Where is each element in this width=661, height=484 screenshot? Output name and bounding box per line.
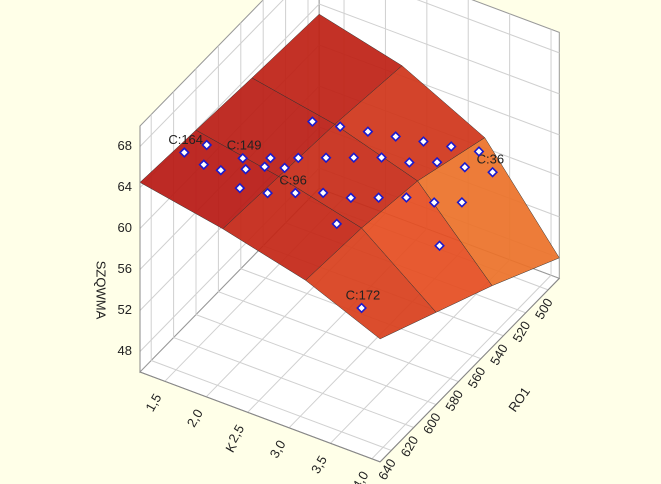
z-tick-label: 64 xyxy=(118,179,132,194)
point-label: C:172 xyxy=(346,287,381,302)
grid-line xyxy=(173,337,414,428)
data-point xyxy=(487,166,498,178)
data-point xyxy=(331,218,343,230)
data-point xyxy=(259,161,271,173)
z-tick-label: 52 xyxy=(118,302,132,317)
z-tick-label: 48 xyxy=(118,343,132,358)
data-point xyxy=(317,187,329,199)
data-point xyxy=(240,163,252,175)
surface-patch xyxy=(417,137,560,287)
data-point xyxy=(473,146,485,157)
data-point xyxy=(356,302,367,314)
data-point xyxy=(178,147,190,158)
data-point xyxy=(201,139,213,151)
point-label: C:96 xyxy=(279,172,306,187)
data-point xyxy=(445,141,457,152)
data-point xyxy=(459,161,471,173)
data-point xyxy=(198,159,210,171)
data-point xyxy=(279,162,291,174)
grid-line xyxy=(218,291,459,383)
grid-line xyxy=(371,274,552,460)
z-tick-label: 56 xyxy=(118,261,132,276)
point-label: C:36 xyxy=(477,152,504,167)
data-point xyxy=(428,197,440,208)
data-point xyxy=(373,192,385,204)
grid-line xyxy=(151,360,392,451)
grid-line xyxy=(139,0,284,147)
box-edge xyxy=(139,371,381,463)
z-axis-label: SZQWMA xyxy=(94,261,109,320)
grid-line xyxy=(195,314,437,406)
point-label: C:164 xyxy=(168,132,203,147)
data-point xyxy=(345,192,357,204)
data-point xyxy=(418,136,429,147)
data-point xyxy=(334,121,346,132)
z-tick-label: 68 xyxy=(118,138,132,153)
box-edge xyxy=(379,278,560,463)
data-point xyxy=(362,126,374,137)
data-point xyxy=(403,157,415,168)
grid-line xyxy=(416,0,560,54)
data-point xyxy=(456,196,468,208)
data-point xyxy=(265,152,276,164)
grid-line xyxy=(319,3,560,95)
data-point xyxy=(234,182,246,194)
data-point xyxy=(390,131,402,142)
data-point xyxy=(262,187,273,199)
data-point xyxy=(348,152,360,163)
data-point xyxy=(376,152,387,163)
data-point xyxy=(434,240,445,252)
data-point xyxy=(431,156,443,168)
data-point xyxy=(320,152,332,164)
data-point xyxy=(289,187,301,199)
z-tick-label: 60 xyxy=(118,220,132,235)
point-label: C:149 xyxy=(227,138,262,153)
data-point xyxy=(237,152,249,164)
data-point xyxy=(307,116,318,127)
data-point xyxy=(215,164,227,176)
data-point xyxy=(292,152,304,164)
data-point xyxy=(401,192,412,203)
